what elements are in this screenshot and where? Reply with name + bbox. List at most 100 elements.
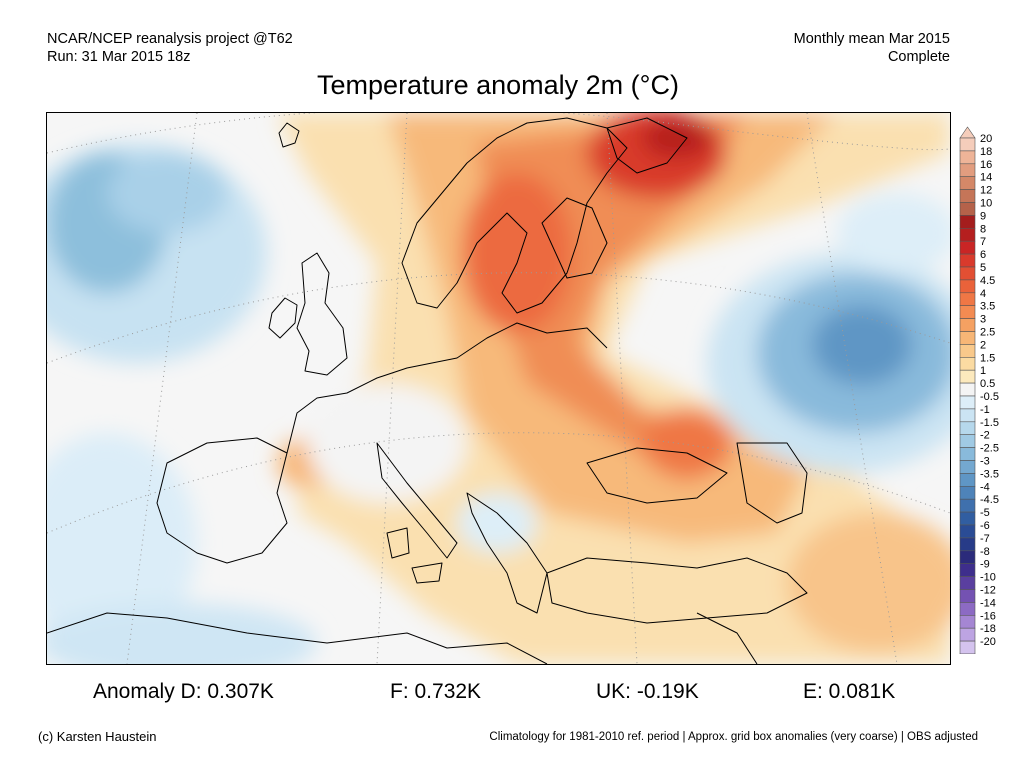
coast-anatolia [546, 557, 808, 624]
colorbar-tick-label: 2 [980, 339, 986, 351]
colorbar-tick-label: 6 [980, 249, 986, 261]
colorbar-swatch [959, 511, 976, 526]
stat-anomaly-uk: UK: -0.19K [596, 680, 699, 703]
status-label: Complete [887, 49, 950, 65]
anomaly-map [46, 112, 951, 665]
graticule-line [47, 272, 950, 364]
colorbar-tick-label: 0.5 [980, 378, 995, 390]
colorbar-tick-label: 1 [980, 365, 986, 377]
anomaly-cold-russia-core [812, 305, 912, 385]
colorbar-tick-label: -4.5 [980, 494, 999, 506]
map-title: Temperature anomaly 2m (°C) [317, 70, 679, 100]
colorbar-tick-label: -14 [980, 597, 996, 609]
coast-balkans-greece [466, 492, 548, 614]
colorbar-swatch [959, 292, 976, 307]
coast-levant [696, 612, 758, 664]
colorbar-swatch [959, 563, 976, 577]
colorbar-swatch [959, 150, 976, 165]
colorbar-swatch [959, 485, 976, 500]
anomaly-cold-atlantic-north [107, 153, 227, 233]
coast-italy [376, 442, 458, 559]
coast-kola [606, 117, 688, 174]
colorbar-tick-label: -5 [980, 507, 990, 519]
coast-iberia [156, 437, 288, 564]
colorbar-tick-label: -2.5 [980, 443, 999, 455]
anomaly-map-canvas [47, 113, 950, 664]
anomaly-kola-peak [642, 118, 712, 158]
colorbar-swatch [959, 215, 976, 229]
period-label: Monthly mean Mar 2015 [793, 31, 950, 47]
colorbar-tick-label: -9 [980, 559, 990, 571]
anomaly-ukraine [642, 408, 732, 478]
colorbar-tick-label: -0.5 [980, 391, 999, 403]
colorbar-swatch [959, 369, 976, 384]
colorbar-swatch [959, 331, 976, 345]
colorbar-swatches [959, 126, 976, 654]
stat-anomaly-europe: E: 0.081K [803, 680, 896, 703]
colorbar-tick-label: 18 [980, 146, 992, 158]
colorbar-tick-label: -20 [980, 636, 996, 648]
graticule-line [376, 113, 408, 664]
colorbar-arrow-top [959, 126, 976, 139]
colorbar-swatch [959, 408, 976, 423]
colorbar-tick-label: 2.5 [980, 327, 995, 339]
anomaly-neutral-central [307, 383, 467, 503]
colorbar-tick-label: -12 [980, 585, 996, 597]
graticule-line [806, 113, 898, 664]
colorbar-swatch [959, 137, 976, 152]
colorbar-swatch [959, 537, 976, 552]
colorbar-tick-label: -1.5 [980, 417, 999, 429]
colorbar-tick-label: 20 [980, 133, 992, 145]
anomaly-cool-balkans [457, 493, 537, 553]
coast-north-africa [47, 612, 548, 664]
graticule-line [606, 113, 638, 664]
coast-great-britain [296, 252, 348, 376]
colorbar-swatch [959, 279, 976, 294]
stat-anomaly-germany: Anomaly D: 0.307K [93, 680, 274, 703]
anomaly-middle-east [787, 513, 950, 653]
colorbar-tick-label: -16 [980, 610, 996, 622]
colorbar-swatch [959, 576, 976, 590]
colorbar-swatch [959, 640, 976, 654]
run-label: Run: 31 Mar 2015 18z [47, 49, 191, 65]
colorbar-tick-label: 1.5 [980, 352, 995, 364]
colorbar-swatch [959, 614, 976, 629]
colorbar: 201816141210987654.543.532.521.510.5-0.5… [959, 126, 999, 654]
project-label: NCAR/NCEP reanalysis project @T62 [47, 31, 293, 47]
coast-north-europe [286, 322, 608, 454]
colorbar-tick-label: 4.5 [980, 275, 995, 287]
colorbar-swatch [959, 357, 976, 371]
coast-scandinavia [401, 117, 628, 314]
colorbar-tick-label: 10 [980, 198, 992, 210]
colorbar-tick-label: 14 [980, 172, 992, 184]
colorbar-tick-label: 4 [980, 288, 986, 300]
colorbar-swatch [959, 434, 976, 448]
colorbar-swatch [959, 473, 976, 487]
graticule-line [47, 113, 950, 154]
anomaly-cool-southwest [47, 433, 197, 653]
coast-sicily [411, 562, 443, 584]
anomaly-cool-northeast [837, 193, 950, 273]
colorbar-tick-label: -3.5 [980, 468, 999, 480]
colorbar-swatch [959, 253, 976, 268]
colorbar-tick-label: -4 [980, 481, 990, 493]
colorbar-swatch [959, 202, 976, 216]
colorbar-tick-label: -7 [980, 533, 990, 545]
colorbar-swatch [959, 240, 976, 255]
colorbar-tick-label: -3 [980, 456, 990, 468]
colorbar-swatch [959, 189, 976, 203]
colorbar-swatch [959, 176, 976, 190]
colorbar-swatch [959, 382, 976, 397]
anomaly-cool-south [47, 603, 317, 664]
colorbar-swatch [959, 344, 976, 358]
colorbar-tick-label: 5 [980, 262, 986, 274]
footer-credit: (c) Karsten Haustein [38, 729, 157, 744]
colorbar-tick-label: -10 [980, 572, 996, 584]
anomaly-scandinavia [462, 173, 572, 333]
colorbar-tick-label: -18 [980, 623, 996, 635]
graticule [47, 113, 950, 664]
colorbar-tick-label: 16 [980, 159, 992, 171]
stat-anomaly-france: F: 0.732K [390, 680, 482, 703]
coast-sardinia [386, 527, 410, 559]
colorbar-swatch [959, 305, 976, 319]
